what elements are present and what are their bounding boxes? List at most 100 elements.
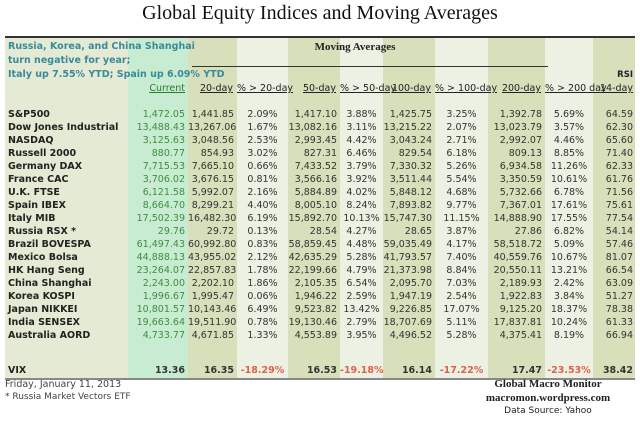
cell-p100: 3.25%	[446, 109, 477, 120]
cell-d200: 40,559.76	[493, 252, 542, 263]
cell-d50: 2,105.35	[294, 278, 337, 289]
cell-rsi: 78.38	[605, 304, 633, 315]
cell-p20: 1.33%	[247, 330, 278, 341]
cell-rsi: 61.33	[605, 317, 633, 328]
cell-current: 13.36	[154, 365, 185, 376]
cell-p50: 3.95%	[346, 330, 377, 341]
cell-p100: 4.17%	[446, 239, 477, 250]
cell-d20: 19,511.90	[188, 317, 237, 328]
cell-d50: 42,635.29	[288, 252, 337, 263]
cell-d200: 2,189.93	[499, 278, 542, 289]
cell-p200: 2.42%	[553, 278, 585, 289]
cell-p100: 5.28%	[446, 330, 477, 341]
d200-column-band	[488, 38, 545, 378]
cell-d20: 2,202.10	[191, 278, 234, 289]
cell-p100: 7.03%	[446, 278, 477, 289]
cell-rsi: 66.54	[605, 265, 633, 276]
table-row: Italy MIB 17,502.39 16,482.30 6.19% 15,892.7…	[5, 212, 635, 225]
cell-d200: 17.47	[511, 365, 542, 376]
cell-p50: 4.79%	[346, 265, 377, 276]
cell-current: 23,264.07	[136, 265, 185, 276]
cell-d20: 22,857.83	[188, 265, 237, 276]
cell-d200: 58,518.72	[493, 239, 542, 250]
cell-d50: 4,553.89	[294, 330, 337, 341]
cell-p100: 8.84%	[446, 265, 477, 276]
index-name: Russell 2000	[8, 148, 77, 159]
cell-current: 3,706.02	[142, 174, 185, 185]
index-name: Korea KOSPI	[8, 291, 75, 302]
cell-d20: 5,992.07	[191, 187, 234, 198]
index-name: Mexico Bolsa	[8, 252, 78, 263]
cell-p50: 3.11%	[346, 122, 377, 133]
cell-p50: 10.13%	[343, 213, 380, 224]
cell-d100: 16.14	[401, 365, 432, 376]
date-label: Friday, January 11, 2013	[5, 379, 122, 390]
cell-p50: 3.88%	[346, 109, 377, 120]
cell-d200: 1,392.78	[499, 109, 542, 120]
cell-current: 7,715.53	[142, 161, 185, 172]
cell-rsi: 81.07	[605, 252, 633, 263]
cell-rsi: 57.46	[605, 239, 633, 250]
moving-averages-heading: Moving Averages	[314, 41, 396, 53]
cell-d20: 16,482.30	[188, 213, 237, 224]
table-row: Mexico Bolsa 44,888.13 43,955.02 2.12% 42,63…	[5, 251, 635, 264]
cell-d200: 27.86	[514, 226, 542, 237]
cell-current: 10,801.57	[136, 304, 185, 315]
cell-d100: 5,848.12	[389, 187, 432, 198]
cell-p100: 5.11%	[446, 317, 477, 328]
index-name: Australia AORD	[8, 330, 91, 341]
cell-d20: 60,992.80	[188, 239, 237, 250]
d100-column-band	[383, 38, 435, 378]
note-line: turn negative for year;	[8, 55, 131, 66]
table-row: Spain IBEX 8,664.70 8,299.21 4.40% 8,005.10 8…	[5, 199, 635, 212]
cell-p20: -18.29%	[240, 365, 285, 376]
cell-current: 29.76	[157, 226, 185, 237]
cell-p20: 2.53%	[247, 135, 278, 146]
cell-p20: 2.12%	[247, 252, 278, 263]
note-line: Italy up 7.55% YTD; Spain up 6.09% YTD	[8, 69, 225, 80]
cell-d50: 28.54	[309, 226, 337, 237]
cell-p100: 7.40%	[446, 252, 477, 263]
cell-p200: -23.53%	[547, 365, 591, 376]
cell-d100: 7,893.82	[389, 200, 432, 211]
footnote: * Russia Market Vectors ETF	[5, 392, 131, 402]
cell-p100: 17.07%	[443, 304, 480, 315]
cell-d50: 16.53	[306, 365, 337, 376]
cell-p100: 2.54%	[446, 291, 477, 302]
index-name: China Shanghai	[8, 278, 92, 289]
cell-d20: 8,299.21	[191, 200, 234, 211]
cell-d200: 809.13	[508, 148, 542, 159]
cell-rsi: 38.42	[602, 365, 633, 376]
cell-p50: 2.79%	[346, 317, 377, 328]
cell-rsi: 62.33	[605, 161, 633, 172]
index-name: NASDAQ	[8, 135, 54, 146]
cell-d20: 16.35	[203, 365, 234, 376]
cell-p100: 3.87%	[446, 226, 477, 237]
cell-d100: 1,947.19	[389, 291, 432, 302]
cell-d50: 7,433.52	[294, 161, 337, 172]
cell-p200: 6.82%	[553, 226, 585, 237]
cell-p20: 0.06%	[247, 291, 278, 302]
cell-p200: 17.61%	[550, 200, 588, 211]
cell-p100: 4.68%	[446, 187, 477, 198]
header-20-day: 20-day	[200, 83, 233, 94]
cell-p100: 9.77%	[446, 200, 477, 211]
cell-rsi: 65.60	[605, 135, 633, 146]
cell-p100: 2.07%	[446, 122, 477, 133]
header-pct-20-day: % > 20-day	[237, 83, 294, 94]
cell-d50: 15,892.70	[288, 213, 337, 224]
table-row: Russia RSX * 29.76 29.72 0.13% 28.54 4.27% 28.…	[5, 225, 635, 238]
header-rsi: RSI	[617, 70, 633, 80]
cell-d20: 13,267.06	[188, 122, 237, 133]
index-name: Germany DAX	[8, 161, 83, 172]
cell-d100: 829.54	[398, 148, 432, 159]
index-name: VIX	[8, 365, 27, 376]
d20-column-band	[188, 38, 237, 378]
cell-p50: 2.59%	[346, 291, 377, 302]
index-name: Brazil BOVESPA	[8, 239, 91, 250]
cell-p200: 18.37%	[550, 304, 588, 315]
cell-rsi: 71.56	[605, 187, 633, 198]
cell-p50: 6.54%	[346, 278, 377, 289]
cell-p100: 5.26%	[446, 161, 477, 172]
cell-current: 61,497.43	[136, 239, 185, 250]
